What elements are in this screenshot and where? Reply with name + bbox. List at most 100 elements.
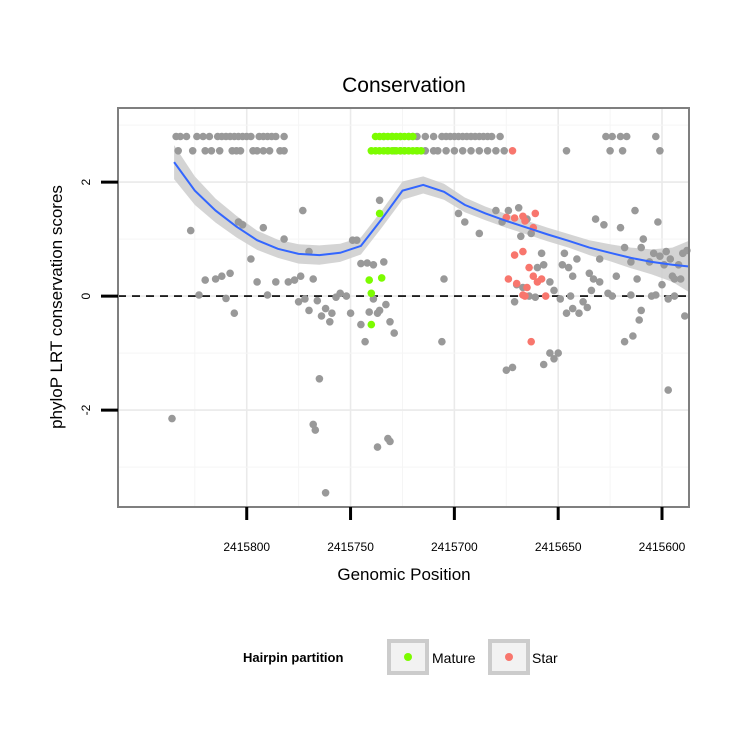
- point-star: [510, 251, 519, 259]
- point-other: [365, 308, 374, 316]
- point-other: [652, 132, 660, 141]
- point-star: [510, 214, 519, 222]
- point-other: [620, 243, 629, 252]
- legend-dot-mature: [404, 653, 412, 661]
- point-other: [199, 132, 207, 141]
- point-other: [475, 147, 484, 155]
- point-mature: [409, 132, 417, 141]
- x-tick-label: 2415650: [535, 540, 582, 554]
- point-other: [585, 269, 594, 278]
- point-other: [326, 318, 334, 326]
- point-other: [313, 296, 322, 305]
- point-other: [375, 196, 384, 205]
- point-other: [627, 291, 635, 299]
- point-other: [280, 235, 288, 243]
- smooth-curve: [173, 161, 690, 268]
- point-mature: [375, 209, 384, 218]
- point-other: [583, 303, 592, 312]
- point-mature: [365, 276, 374, 284]
- point-other: [467, 147, 475, 155]
- point-other: [373, 443, 382, 451]
- point-star: [525, 263, 533, 272]
- point-other: [537, 249, 546, 258]
- point-other: [618, 147, 627, 155]
- y-axis: -2 0 2: [79, 178, 118, 415]
- point-other: [263, 291, 272, 299]
- point-other: [637, 243, 645, 252]
- point-other: [508, 363, 517, 372]
- point-other: [247, 255, 255, 263]
- point-other: [346, 309, 355, 318]
- legend-entry-star: Star: [488, 639, 558, 675]
- point-mature: [367, 289, 376, 298]
- point-other: [492, 206, 500, 215]
- point-other: [608, 292, 616, 300]
- point-other: [238, 221, 247, 229]
- point-other: [504, 206, 513, 215]
- x-tick-label: 2415800: [223, 540, 270, 554]
- point-other: [440, 275, 448, 283]
- point-other: [568, 272, 577, 281]
- point-other: [652, 291, 660, 299]
- plot-background: [118, 108, 689, 507]
- y-tick-label: 2: [79, 178, 93, 185]
- x-axis-title: Genomic Position: [337, 565, 470, 584]
- point-other: [550, 355, 558, 363]
- point-other: [539, 360, 548, 369]
- point-other: [566, 292, 575, 300]
- point-other: [361, 337, 369, 346]
- point-other: [531, 293, 540, 302]
- point-other: [253, 147, 261, 155]
- point-other: [284, 278, 293, 286]
- point-other: [201, 147, 209, 155]
- point-other: [450, 147, 459, 155]
- point-other: [193, 132, 201, 141]
- point-other: [188, 147, 197, 155]
- point-other: [649, 249, 658, 258]
- legend-label-mature: Mature: [432, 650, 476, 666]
- point-mature: [417, 147, 425, 155]
- point-other: [662, 247, 670, 256]
- point-other: [664, 295, 672, 303]
- point-star: [521, 292, 529, 300]
- point-other: [556, 295, 565, 303]
- data-points: [168, 132, 691, 497]
- smooth-confidence-band: [174, 145, 690, 293]
- point-other: [380, 258, 388, 266]
- point-other: [639, 235, 648, 243]
- point-other: [612, 272, 621, 281]
- point-other: [546, 349, 554, 357]
- point-other: [294, 298, 303, 306]
- point-other: [375, 306, 384, 315]
- point-other: [357, 259, 365, 268]
- point-other: [575, 309, 583, 318]
- point-other: [670, 275, 679, 283]
- point-star: [531, 209, 540, 218]
- point-other: [280, 147, 288, 155]
- point-other: [510, 298, 519, 306]
- point-other: [299, 206, 307, 215]
- legend-dot-star: [505, 653, 513, 661]
- point-other: [627, 258, 635, 266]
- point-other: [554, 349, 562, 357]
- point-star: [537, 275, 546, 283]
- series-mature: [365, 132, 425, 329]
- point-other: [328, 309, 336, 318]
- point-other: [587, 286, 596, 295]
- x-tick-label: 2415750: [327, 540, 374, 554]
- point-other: [434, 147, 442, 155]
- point-other: [168, 414, 176, 423]
- point-other: [550, 286, 558, 295]
- point-other: [606, 147, 614, 155]
- point-other: [608, 132, 616, 141]
- point-star: [519, 247, 527, 256]
- point-other: [305, 306, 313, 315]
- point-other: [458, 147, 467, 155]
- plot-frame: [117, 107, 690, 508]
- point-other: [247, 132, 255, 141]
- point-other: [226, 269, 234, 278]
- point-other: [382, 300, 390, 309]
- point-other: [176, 132, 185, 141]
- point-other: [195, 291, 203, 299]
